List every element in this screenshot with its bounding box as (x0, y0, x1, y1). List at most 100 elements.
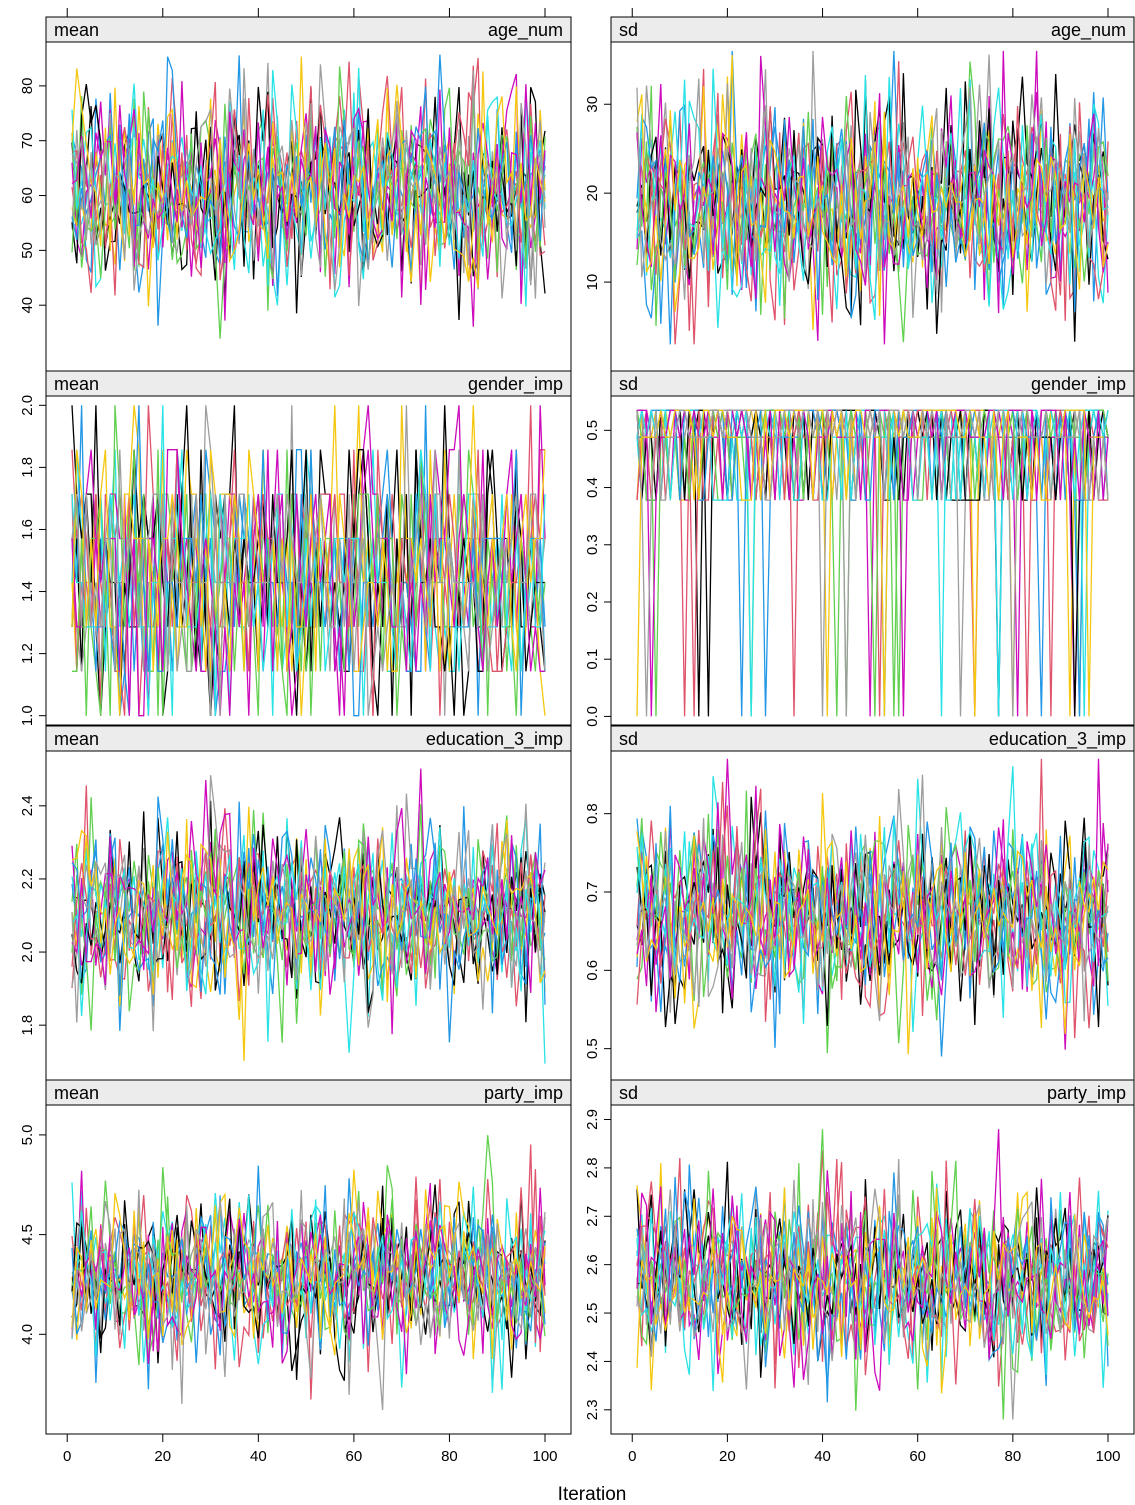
panel-strip (610, 16, 1135, 43)
y-tick-label: 0.0 (584, 706, 601, 727)
y-tick-label: 1.4 (19, 581, 36, 602)
strip-statistic-label: sd (619, 20, 638, 40)
y-tick-label: 0.8 (584, 803, 601, 824)
y-axis: 10 20 30 (584, 96, 611, 291)
strip-variable-label: party_imp (1047, 1083, 1126, 1104)
x-tick-label: 20 (154, 1448, 171, 1465)
y-tick-label: 80 (19, 78, 36, 95)
panel-strip (45, 1079, 572, 1106)
strip-statistic-label: mean (54, 20, 99, 40)
chain-trace-11 (636, 1129, 1109, 1420)
y-tick-label: 1.6 (19, 519, 36, 540)
y-tick-label: 2.0 (19, 942, 36, 963)
chain-trace-16 (636, 1188, 1109, 1390)
y-axis: 2.3 2.4 2.5 2.6 2.7 2.8 2.9 (584, 1109, 611, 1420)
strip-variable-label: party_imp (484, 1083, 563, 1104)
panel-strip (610, 725, 1135, 752)
y-tick-label: 0.7 (584, 882, 601, 903)
y-axis: 1.0 1.2 1.4 1.6 1.8 2.0 (19, 395, 46, 726)
y-tick-label: 0.4 (584, 477, 601, 498)
chain-trace-14 (71, 779, 546, 993)
y-tick-label: 2.9 (584, 1109, 601, 1130)
y-tick-label: 40 (19, 297, 36, 314)
x-tick-label: 60 (909, 1448, 926, 1465)
strip-statistic-label: mean (54, 374, 99, 394)
panel-frame (610, 395, 1135, 726)
panel-mean-age_num: mean age_num 40 50 60 70 80 (19, 16, 572, 372)
chain-trace-14 (71, 1187, 546, 1364)
panel-sd-party_imp: sd party_imp 2.3 2.4 2.5 2.6 2.7 2.8 2.9 (584, 1079, 1135, 1435)
panel-sd-age_num: sd age_num 10 20 30 (584, 16, 1135, 372)
y-axis: 0.0 0.1 0.2 0.3 0.4 0.5 (584, 420, 611, 727)
y-tick-label: 1.0 (19, 705, 36, 726)
x-tick-label: 60 (346, 1448, 363, 1465)
y-tick-label: 2.6 (584, 1254, 601, 1275)
trace-lines (636, 409, 1109, 717)
panel-mean-gender_imp: mean gender_imp 1.0 1.2 1.4 1.6 1.8 2.0 (19, 370, 572, 726)
trace-lines (71, 405, 546, 717)
y-tick-label: 70 (19, 132, 36, 149)
strip-statistic-label: mean (54, 1083, 99, 1103)
strip-statistic-label: sd (619, 1083, 638, 1103)
chain-trace-12 (71, 54, 546, 296)
y-axis: 0.5 0.6 0.7 0.8 (584, 803, 611, 1059)
y-tick-label: 10 (584, 274, 601, 291)
strip-variable-label: age_num (488, 20, 563, 41)
y-tick-label: 2.8 (584, 1157, 601, 1178)
chain-trace-13 (636, 1193, 1109, 1392)
chain-trace-14 (71, 449, 545, 717)
chain-trace-16 (71, 775, 546, 1032)
chain-trace-15 (71, 1189, 546, 1360)
chain-trace-14 (636, 785, 1109, 1050)
x-tick-label: 80 (1005, 1448, 1022, 1465)
y-tick-label: 0.3 (584, 534, 601, 555)
trace-lines (636, 758, 1109, 1057)
panel-strip (45, 16, 572, 43)
x-axis-layer: 0 20 40 60 80 100 0 20 40 60 80 100 (63, 8, 1121, 1465)
trace-lines (71, 54, 546, 339)
chain-trace-13 (71, 1186, 546, 1393)
strip-statistic-label: mean (54, 729, 99, 749)
y-tick-label: 2.7 (584, 1206, 601, 1227)
strip-variable-label: gender_imp (468, 374, 563, 395)
panels-layer: mean age_num 40 50 60 70 80 sd age_num 10 20 30 mean… (19, 16, 1135, 1435)
panel-mean-party_imp: mean party_imp 4.0 4.5 5.0 (19, 1079, 572, 1435)
chain-trace-15 (636, 55, 1109, 312)
y-tick-label: 1.8 (19, 1015, 36, 1036)
chain-trace-16 (636, 774, 1109, 1022)
strip-variable-label: education_3_imp (989, 729, 1126, 750)
y-tick-label: 2.0 (19, 395, 36, 416)
chain-trace-13 (636, 68, 1109, 321)
y-tick-label: 4.0 (19, 1324, 36, 1345)
strip-variable-label: age_num (1051, 20, 1126, 41)
y-tick-label: 2.3 (584, 1399, 601, 1420)
x-tick-label: 40 (814, 1448, 831, 1465)
y-tick-label: 60 (19, 187, 36, 204)
y-axis: 1.8 2.0 2.2 2.4 (19, 795, 46, 1036)
x-tick-label: 100 (1095, 1448, 1120, 1465)
strip-statistic-label: sd (619, 729, 638, 749)
y-tick-label: 0.1 (584, 649, 601, 670)
panel-strip (45, 725, 572, 752)
y-axis: 40 50 60 70 80 (19, 78, 46, 314)
panel-sd-gender_imp: sd gender_imp 0.0 0.1 0.2 0.3 0.4 0.5 (584, 370, 1135, 727)
chain-trace-15 (71, 56, 546, 288)
panel-strip (45, 370, 572, 397)
x-tick-label: 0 (63, 1448, 71, 1465)
strip-variable-label: gender_imp (1031, 374, 1126, 395)
panel-sd-education_3_imp: sd education_3_imp 0.5 0.6 0.7 0.8 (584, 725, 1135, 1081)
y-tick-label: 30 (584, 96, 601, 113)
y-tick-label: 2.4 (584, 1351, 601, 1372)
x-tick-label: 0 (628, 1448, 636, 1465)
strip-statistic-label: sd (619, 374, 638, 394)
y-tick-label: 0.6 (584, 960, 601, 981)
x-tick-label: 40 (250, 1448, 267, 1465)
panel-frame (45, 1104, 572, 1435)
y-tick-label: 1.8 (19, 457, 36, 478)
trace-lines (71, 1135, 546, 1411)
strip-variable-label: education_3_imp (426, 729, 563, 750)
chain-trace-16 (71, 405, 546, 716)
x-tick-label: 100 (532, 1448, 557, 1465)
chain-trace-16 (636, 409, 1109, 717)
